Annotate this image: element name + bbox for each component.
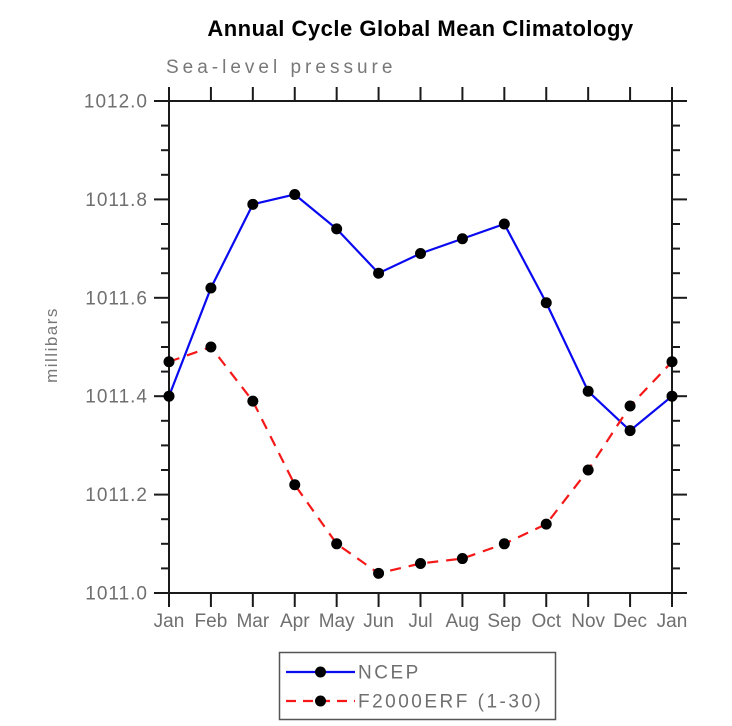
x-tick-label: Jan	[154, 611, 185, 632]
ncep-data-point	[624, 425, 636, 437]
ncep-data-point	[456, 233, 468, 245]
ncep-data-point	[582, 385, 594, 397]
f2000erf-1-30-data-point	[666, 356, 678, 368]
y-tick-label: 1012.0	[84, 92, 148, 113]
f2000erf-1-30-data-point	[163, 356, 175, 368]
ncep-data-point	[289, 188, 301, 200]
ncep-data-point	[540, 297, 552, 309]
plot-frame	[168, 100, 673, 594]
x-tick-label: Nov	[571, 611, 605, 632]
legend-marker-ncep	[315, 666, 326, 678]
y-tick-label: 1011.8	[85, 190, 148, 211]
ncep-data-point	[205, 282, 217, 294]
f2000erf-1-30-line	[168, 345, 673, 575]
f2000erf-1-30-data-point	[373, 567, 385, 579]
legend-marker-f2000erf-1-30	[315, 695, 326, 707]
x-tick-label: Feb	[195, 611, 228, 632]
f2000erf-1-30-data-point	[624, 400, 636, 412]
f2000erf-1-30-data-point	[456, 553, 468, 565]
chart-subtitle: Sea-level pressure	[166, 57, 397, 78]
ncep-data-point	[373, 267, 385, 279]
y-tick-label: 1011.4	[85, 387, 148, 408]
x-tick-label: Jun	[363, 611, 394, 632]
f2000erf-1-30-data-point	[540, 518, 552, 530]
y-tick-label: 1011.2	[85, 485, 148, 506]
f2000erf-1-30-data-point	[205, 341, 217, 353]
ncep-data-point	[666, 390, 678, 402]
f2000erf-1-30-data-point	[582, 464, 594, 476]
chart-title: Annual Cycle Global Mean Climatology	[207, 16, 634, 41]
ncep-data-point	[163, 390, 175, 402]
x-tick-label: May	[319, 611, 355, 632]
ncep-data-point	[415, 248, 426, 260]
x-tick-label: Apr	[280, 611, 310, 632]
legend-frame	[278, 651, 557, 721]
legend-label-ncep: NCEP	[358, 663, 421, 684]
x-tick-label: Jan	[657, 611, 688, 632]
ncep-line	[167, 193, 673, 433]
f2000erf-1-30-data-point	[247, 395, 259, 407]
ncep-data-point	[498, 218, 510, 230]
x-tick-label: Sep	[487, 611, 521, 632]
f2000erf-1-30-data-point	[498, 538, 510, 550]
f2000erf-1-30-data-point	[331, 538, 343, 550]
f2000erf-1-30-data-point	[415, 557, 426, 569]
y-tick-label: 1011.6	[85, 288, 148, 309]
x-tick-label: Aug	[446, 611, 480, 632]
ncep-data-point	[247, 198, 259, 210]
legend-label-f2000erf-1-30: F2000ERF (1-30)	[358, 692, 543, 713]
x-tick-label: Dec	[613, 611, 647, 632]
y-tick-label: 1011.0	[85, 584, 148, 605]
x-tick-label: Mar	[236, 611, 269, 632]
x-tick-label: Jul	[408, 611, 432, 632]
f2000erf-1-30-data-point	[289, 479, 301, 491]
ncep-data-point	[331, 223, 343, 235]
x-tick-label: Oct	[531, 611, 561, 632]
